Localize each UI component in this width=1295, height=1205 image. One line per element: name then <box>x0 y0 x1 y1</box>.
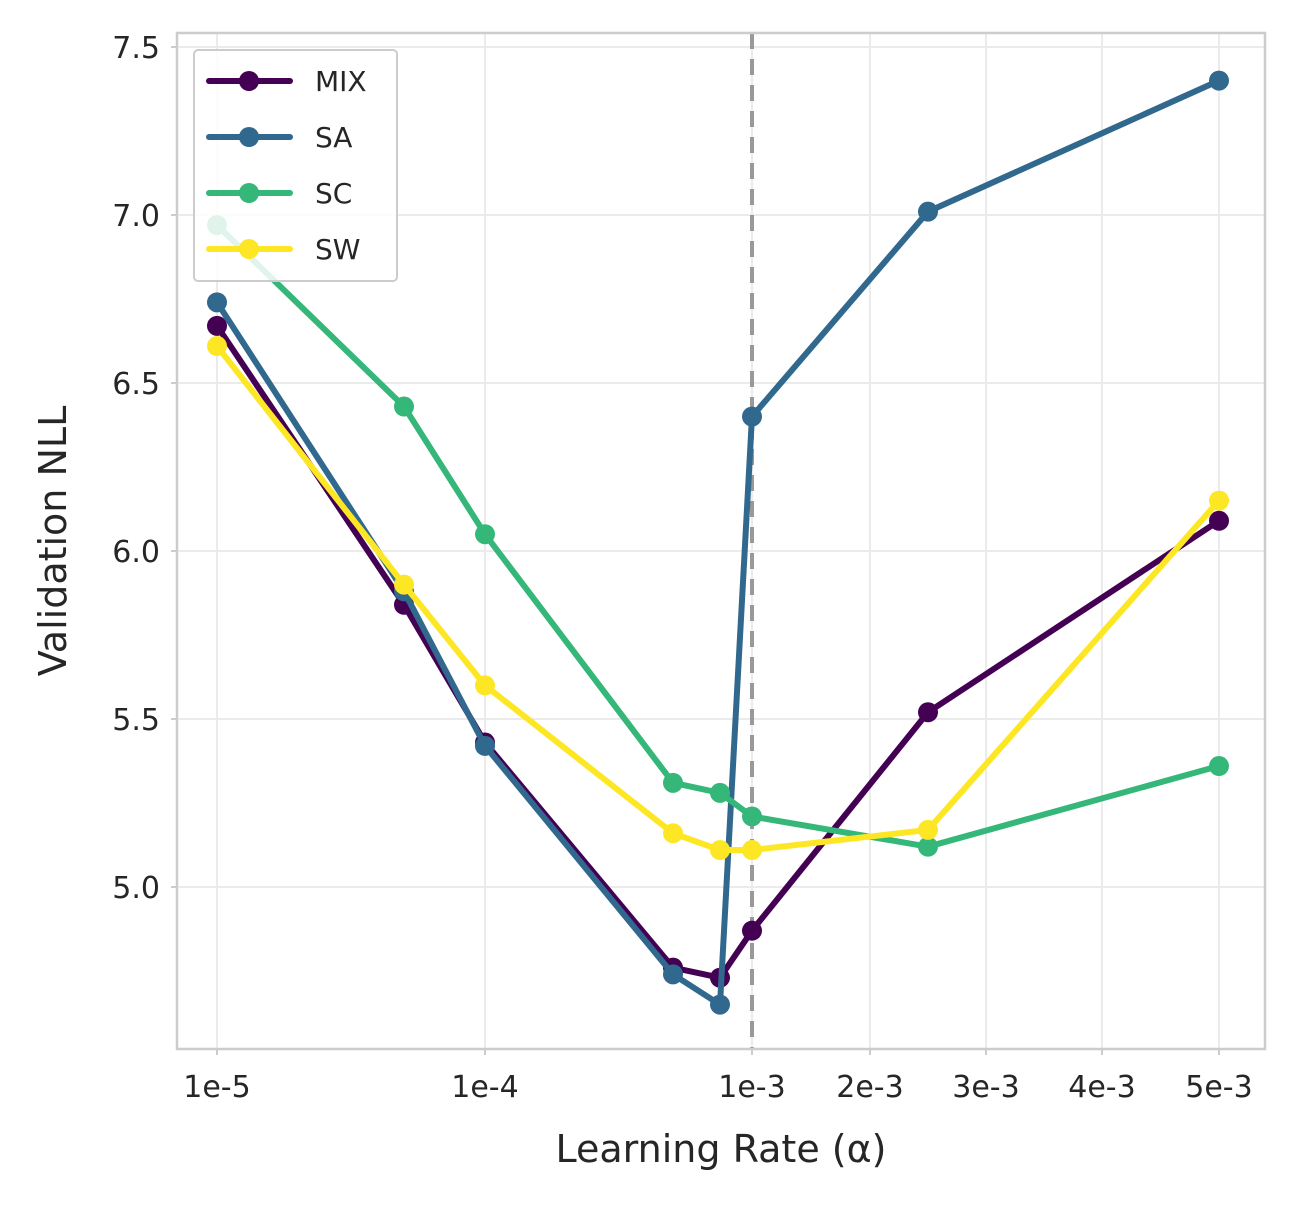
legend-label: MIX <box>315 65 367 98</box>
data-point-sa <box>475 735 495 756</box>
data-point-sw <box>475 675 495 696</box>
y-tick-label: 7.5 <box>112 31 160 66</box>
legend-swatch-marker <box>239 183 259 203</box>
data-point-sw <box>394 574 414 595</box>
series-sa <box>207 70 1229 1015</box>
data-point-sc <box>663 772 683 793</box>
data-point-sc <box>394 396 414 417</box>
data-point-sc <box>918 836 938 857</box>
legend-item-sc: SC <box>206 177 352 210</box>
data-point-sw <box>207 336 227 357</box>
series-sw <box>207 336 1229 861</box>
legend: MIX SA SC SW <box>193 49 398 282</box>
x-tick-label: 1e-3 <box>718 1070 785 1105</box>
data-point-sw <box>1209 490 1229 511</box>
data-point-sc <box>710 782 730 803</box>
data-point-sw <box>742 840 762 861</box>
legend-swatch-marker <box>239 239 259 259</box>
legend-label: SA <box>315 121 352 154</box>
y-tick-label: 7.0 <box>112 199 160 234</box>
legend-item-sa: SA <box>206 121 352 154</box>
x-tick-label: 1e-4 <box>451 1070 518 1105</box>
series-line-sa <box>214 77 1222 1008</box>
series-line-mix <box>214 322 1222 981</box>
legend-label: SW <box>315 233 360 266</box>
y-tick-label: 5.5 <box>112 703 160 738</box>
data-point-sa <box>1209 70 1229 91</box>
data-point-sw <box>918 819 938 840</box>
y-tick-label: 6.0 <box>112 535 160 570</box>
data-point-sc <box>1209 756 1229 777</box>
x-tick-label: 3e-3 <box>952 1070 1019 1105</box>
y-tick-label: 6.5 <box>112 367 160 402</box>
data-point-sa <box>710 994 730 1015</box>
data-point-mix <box>742 920 762 941</box>
legend-swatch-marker <box>239 71 259 91</box>
legend-box <box>193 49 398 282</box>
x-tick-label: 5e-3 <box>1185 1070 1252 1105</box>
series-line-sc <box>214 222 1222 850</box>
data-point-sw <box>663 823 683 844</box>
data-point-mix <box>918 702 938 723</box>
data-point-sa <box>663 964 683 985</box>
y-axis-label: Validation NLL <box>31 406 75 677</box>
series-line-sw <box>214 343 1222 854</box>
legend-item-sw: SW <box>206 233 360 266</box>
data-point-sc <box>475 524 495 545</box>
data-point-sa <box>207 292 227 313</box>
series-lines <box>207 70 1229 1015</box>
data-point-sa <box>742 406 762 427</box>
legend-label: SC <box>315 177 352 210</box>
legend-item-mix: MIX <box>206 65 367 98</box>
y-axis-ticks: 5.0 5.5 6.0 6.5 7.0 7.5 <box>112 31 177 906</box>
y-tick-label: 5.0 <box>112 871 160 906</box>
data-point-sa <box>918 201 938 222</box>
x-tick-label: 1e-5 <box>183 1070 250 1105</box>
data-point-mix <box>207 315 227 336</box>
legend-swatch-marker <box>239 127 259 147</box>
data-point-mix <box>1209 510 1229 531</box>
x-axis-ticks: 1e-5 1e-4 1e-3 2e-3 3e-3 4e-3 5e-3 <box>183 1049 1253 1105</box>
plot-frame <box>175 31 1267 1051</box>
x-tick-label: 2e-3 <box>836 1070 903 1105</box>
data-point-sc <box>742 806 762 827</box>
data-point-sw <box>710 840 730 861</box>
x-axis-label: Learning Rate (α) <box>556 1127 887 1171</box>
x-tick-label: 4e-3 <box>1068 1070 1135 1105</box>
